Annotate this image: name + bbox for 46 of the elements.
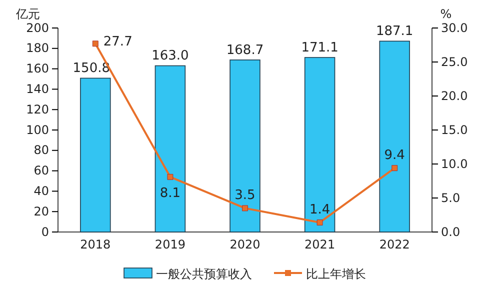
- data-label: 9.4: [384, 148, 405, 164]
- y-tick-label: 80: [34, 143, 49, 158]
- y2-tick-label: 0.0: [441, 224, 460, 239]
- y-tick-label: 180: [26, 41, 49, 56]
- legend-label: 比上年增长: [306, 267, 366, 281]
- point: [92, 40, 98, 47]
- data-label: 3.5: [234, 188, 256, 204]
- y-tick-label: 200: [26, 20, 49, 35]
- y2-tick-label: 5.0: [441, 190, 460, 205]
- y-tick-label: 40: [34, 184, 49, 198]
- point: [167, 174, 174, 180]
- bar: [379, 40, 410, 232]
- bar: [230, 60, 260, 232]
- y-tick-label: 60: [34, 164, 49, 178]
- y-tick-label: 100: [26, 122, 49, 137]
- x-tick-label: 2019: [154, 238, 186, 252]
- y2-axis-title: %: [440, 7, 452, 21]
- x-tick-label: 2018: [80, 238, 111, 252]
- y2-tick-label: 15.0: [441, 122, 468, 137]
- x-tick-label: 2021: [304, 238, 336, 252]
- data-label: 8.1: [160, 186, 181, 201]
- point: [316, 219, 323, 226]
- y-tick-label: 0: [41, 224, 49, 239]
- legend-label: 一般公共预算收入: [156, 267, 252, 281]
- bar: [304, 57, 336, 232]
- y-tick-label: 160: [26, 62, 49, 76]
- data-label: 163.0: [152, 48, 189, 64]
- data-label: 1.4: [309, 202, 330, 218]
- y2-tick-label: 10.0: [441, 156, 468, 171]
- point: [392, 165, 398, 172]
- y2-tick-label: 30.0: [441, 20, 468, 35]
- data-label: 168.7: [226, 42, 264, 58]
- bar: [80, 78, 111, 232]
- y-axis-title: 亿元: [15, 7, 40, 21]
- y-tick-label: 20: [34, 204, 49, 218]
- data-label: 27.7: [103, 34, 132, 50]
- y2-tick-label: 25.0: [441, 54, 468, 69]
- bar: [154, 65, 186, 232]
- point: [242, 205, 248, 212]
- data-label: 187.1: [376, 24, 414, 40]
- x-tick-label: 2022: [379, 238, 410, 252]
- y2-tick-label: 20.0: [441, 88, 468, 103]
- y-tick-label: 120: [26, 102, 49, 116]
- x-tick-label: 2020: [230, 238, 260, 252]
- y-tick-label: 140: [26, 82, 49, 96]
- data-label: 171.1: [301, 40, 338, 56]
